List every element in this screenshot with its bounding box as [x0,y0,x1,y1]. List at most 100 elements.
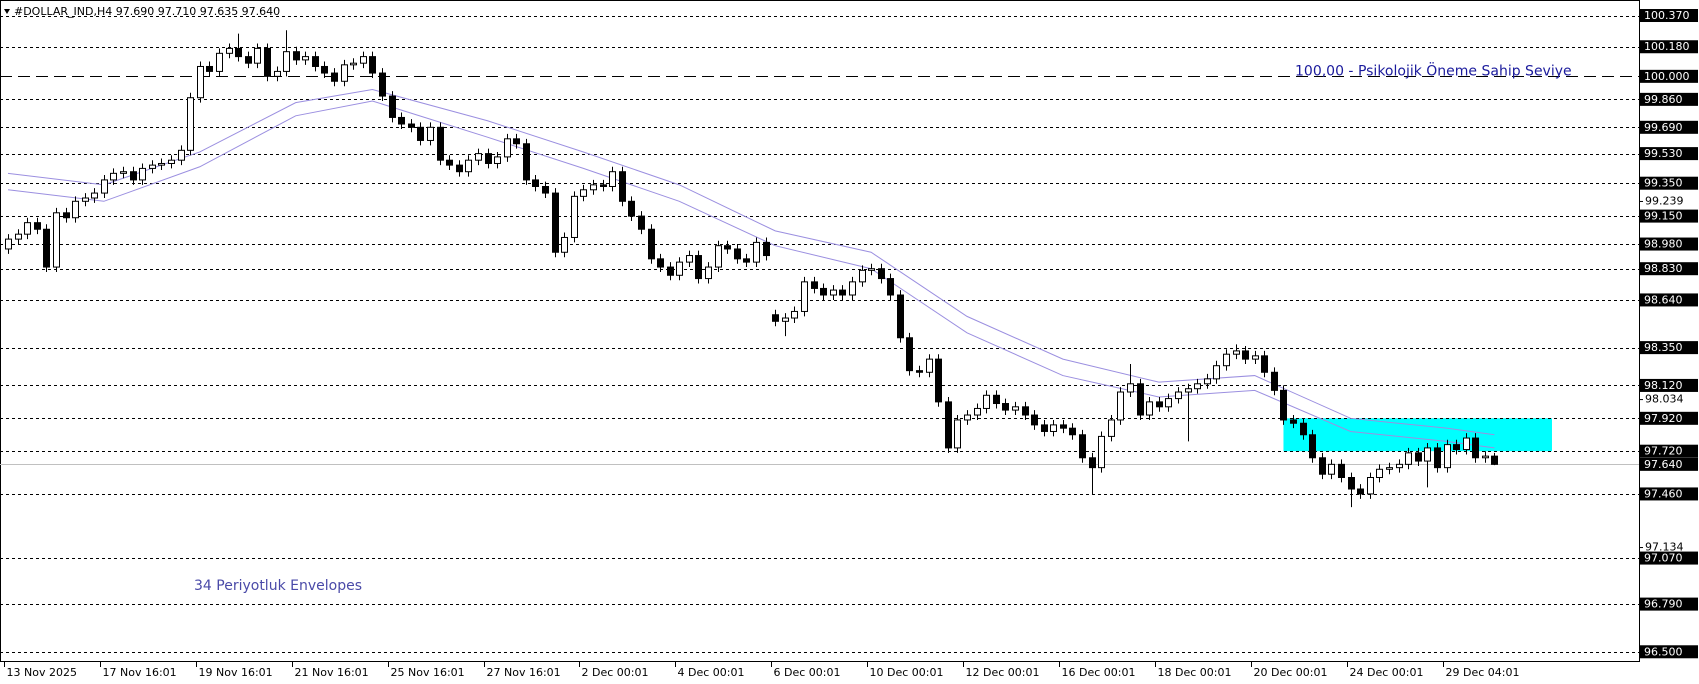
candle-body [1491,455,1498,465]
candle-body [724,245,731,250]
candle-body [1060,424,1067,429]
candle-body [705,266,712,280]
candle-body [1137,383,1144,416]
candle-body [878,268,885,280]
level-label: 100.180 [1644,40,1690,53]
candle-body [1041,424,1048,432]
candle-body [226,47,233,54]
candle-body [1357,488,1364,495]
candle-body [676,261,683,276]
x-tick-label: 18 Dec 00:01 [1158,666,1232,679]
candle-body [983,394,990,409]
candle-body [245,56,252,64]
x-tick-label: 29 Dec 04:01 [1446,666,1520,679]
level-label-box [1640,237,1698,251]
candle-body [34,222,41,230]
level-label: 97.460 [1644,487,1683,500]
candle-body [178,149,185,161]
x-tick-label: 2 Dec 00:01 [582,666,649,679]
level-label-box [1640,487,1698,501]
candle-body [1386,467,1393,470]
candle-body [437,126,444,161]
candle-body [993,394,1000,405]
candle-body [139,167,146,181]
candle-body [926,358,933,373]
candle-body [1165,398,1172,408]
candle-body [101,179,108,194]
level-label-box [1640,176,1698,190]
x-tick-label: 6 Dec 00:01 [774,666,841,679]
level-label-box [1640,444,1698,458]
level-label-box [1640,9,1698,23]
candle-body [1156,401,1163,408]
candle-body [1117,391,1124,421]
candle-body [1434,447,1441,469]
candle-body [964,414,971,421]
level-label-box [1640,92,1698,106]
level-label: 99.350 [1644,177,1683,190]
candle-body [456,164,463,173]
candle-body [197,65,204,99]
candle-body [1242,350,1249,360]
candle-body [254,47,261,64]
x-tick-label: 4 Dec 00:01 [678,666,745,679]
candle-body [1463,437,1470,451]
candle-body [695,255,702,280]
candle-body [321,65,328,74]
candle-body [1338,463,1345,479]
level-label-box [1640,262,1698,276]
level-label: 96.790 [1644,598,1683,611]
x-tick-label: 17 Nov 16:01 [103,666,177,679]
candle-body [638,215,645,230]
candle-body [312,56,319,67]
y-tick-label: 99.239 [1645,194,1684,207]
candle-body [600,184,607,187]
envelope-upper [7,88,1495,436]
candle-body [1405,452,1412,465]
candle-body [609,171,616,187]
level-label-box [1640,645,1698,659]
candle-body [43,228,50,268]
candle-body [341,64,348,82]
level-label: 99.690 [1644,121,1683,134]
candle-body [369,56,376,74]
key-level-note: 100,00 - Psikolojik Öneme Sahip Seviye [1295,62,1572,80]
candle-body [542,185,549,194]
candle-body [801,281,808,312]
candle-body [1194,383,1201,390]
candle-body [475,153,482,161]
candle-body [648,228,655,260]
candle-body [1300,422,1307,436]
candle-body [1146,401,1153,416]
candle-body [935,358,942,403]
candle-body [130,171,137,181]
candle-body [1472,437,1479,459]
x-tick-label: 24 Dec 00:01 [1350,666,1424,679]
candle-body [1348,477,1355,490]
candle-body [120,171,127,174]
level-label: 96.500 [1644,645,1683,658]
candle-body [523,143,530,181]
candle-body [72,200,79,219]
envelope-label: 34 Periyotluk Envelopes [194,578,362,594]
level-label: 100.370 [1644,9,1690,22]
candle-body [206,65,213,72]
candle-body [561,236,568,253]
candle-body [1233,350,1240,355]
x-tick-label: 20 Dec 00:01 [1254,666,1328,679]
level-label-box [1640,378,1698,392]
candle-body [839,289,846,296]
x-tick-label: 19 Nov 16:01 [199,666,273,679]
level-label: 98.830 [1644,262,1683,275]
candle-body [1319,457,1326,475]
candle-body [590,184,597,191]
candle-body [24,222,31,235]
candle-body [782,317,789,322]
candle-body [686,255,693,263]
candle-body [830,289,837,296]
level-label: 99.530 [1644,147,1683,160]
candle-body [283,51,290,72]
candle-body [743,258,750,263]
candle-body [1328,463,1335,475]
candle-body [1079,434,1086,459]
